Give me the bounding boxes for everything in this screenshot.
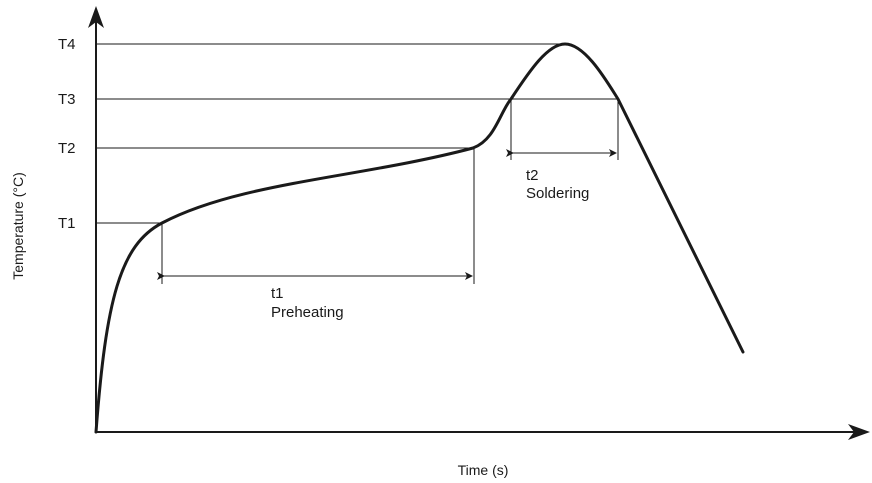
- t3-label: T3: [58, 91, 76, 108]
- t4-label: T4: [58, 36, 76, 53]
- x-axis-title: Time (s): [458, 462, 509, 478]
- y-axis-title: Temperature (°C): [10, 172, 26, 280]
- soldering-name: Soldering: [526, 185, 589, 202]
- y-axis-arrowhead: [88, 6, 104, 28]
- x-axis-arrowhead: [848, 424, 870, 440]
- t1-label: T1: [58, 215, 76, 232]
- soldering-symbol: t2: [526, 167, 539, 184]
- preheating-name: Preheating: [271, 304, 344, 321]
- t2-label: T2: [58, 140, 76, 157]
- preheating-symbol: t1: [271, 285, 284, 302]
- temperature-profile-curve: [94, 42, 745, 434]
